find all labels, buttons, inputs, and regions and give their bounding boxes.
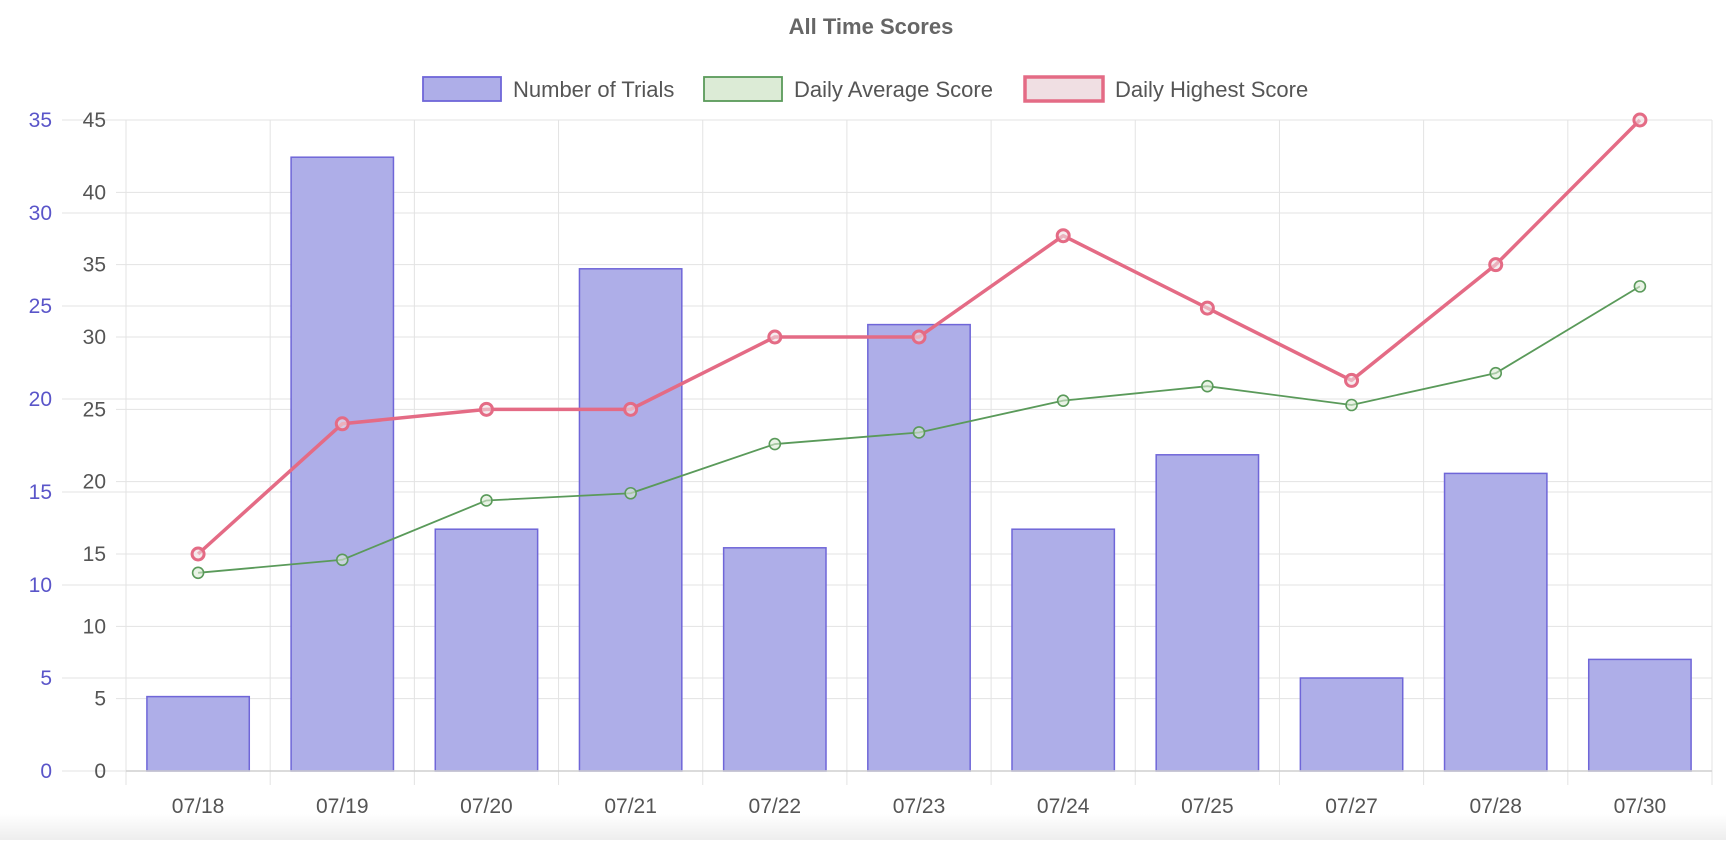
data-point: [191, 566, 205, 580]
y-right-tick-label: 5: [94, 688, 106, 711]
y-right-tick-label: 10: [83, 615, 106, 638]
data-point: [768, 437, 782, 451]
x-tick-label: 07/27: [1325, 795, 1378, 818]
bar: [290, 156, 395, 772]
x-tick-label: 07/19: [316, 795, 369, 818]
chart-title: All Time Scores: [789, 14, 954, 39]
bar: [578, 268, 683, 772]
y-right-tick-label: 40: [83, 181, 106, 204]
axes: 0 5 10 15 20 25 30 35 0 5 10 15 20 25 30 35 40 45 07/18 07/…: [29, 109, 1712, 818]
x-tick-label: 07/30: [1614, 795, 1667, 818]
data-point: [1345, 398, 1358, 412]
y-right-tick-label: 35: [83, 254, 106, 277]
x-tick-label: 07/28: [1469, 795, 1522, 818]
legend-label: Daily Average Score: [794, 77, 993, 102]
y-left-tick-label: 20: [29, 388, 52, 411]
data-point: [1344, 372, 1360, 388]
legend-item[interactable]: Number of Trials: [422, 76, 674, 102]
data-point: [480, 494, 493, 507]
legend-label: Number of Trials: [513, 77, 674, 102]
bar: [1443, 472, 1548, 772]
data-point: [1056, 394, 1070, 407]
x-tick-label: 07/20: [460, 795, 513, 818]
legend: Number of Trials Daily Average Score Daily…: [422, 75, 1308, 103]
data-point: [623, 401, 639, 417]
legend-swatch: [1023, 75, 1105, 103]
data-point: [1201, 379, 1214, 393]
x-tick-label: 07/18: [172, 795, 225, 818]
data-point: [911, 329, 927, 345]
x-tick-label: 07/25: [1181, 795, 1234, 818]
data-point: [912, 426, 926, 439]
bar: [434, 528, 539, 772]
data-point: [1488, 257, 1504, 273]
x-tick-label: 07/21: [604, 795, 657, 818]
bar: [146, 695, 251, 772]
data-point: [478, 401, 494, 417]
y-left-tick-label: 10: [29, 574, 52, 597]
bar: [1155, 454, 1260, 772]
y-left-tick-label: 35: [29, 109, 52, 132]
bottom-shadow: [0, 814, 1726, 840]
y-right-tick-label: 20: [83, 471, 106, 494]
data-point: [624, 486, 637, 500]
bar: [1011, 528, 1116, 772]
bar: [722, 547, 827, 772]
legend-swatch: [422, 76, 502, 102]
y-left-tick-label: 30: [29, 202, 52, 225]
legend-item[interactable]: Daily Average Score: [703, 76, 993, 102]
data-point: [335, 553, 349, 567]
legend-item[interactable]: Daily Highest Score: [1023, 75, 1308, 103]
data-point: [767, 329, 783, 345]
bar-series: [146, 156, 1692, 772]
x-tick-label: 07/23: [893, 795, 946, 818]
y-left-tick-label: 15: [29, 481, 52, 504]
y-right-tick-label: 30: [83, 326, 106, 349]
y-left-tick-label: 5: [40, 667, 52, 690]
data-point: [1633, 280, 1647, 293]
y-right-tick-label: 0: [94, 760, 106, 783]
data-point: [1055, 228, 1071, 244]
legend-swatch: [703, 76, 783, 102]
bar: [1587, 658, 1692, 772]
y-left-tick-label: 25: [29, 295, 52, 318]
line-series: [190, 112, 1648, 580]
bar: [867, 323, 971, 772]
data-point: [190, 546, 206, 562]
bar: [1299, 677, 1404, 772]
data-point: [1489, 366, 1503, 380]
y-right-tick-label: 45: [83, 109, 106, 132]
legend-label: Daily Highest Score: [1115, 77, 1308, 102]
data-point: [334, 416, 350, 432]
y-left-tick-label: 0: [40, 760, 52, 783]
x-tick-label: 07/24: [1037, 795, 1090, 818]
y-right-tick-label: 25: [83, 398, 106, 421]
data-point: [1199, 300, 1215, 316]
x-tick-label: 07/22: [749, 795, 802, 818]
data-point: [1632, 112, 1648, 128]
y-right-tick-label: 15: [83, 543, 106, 566]
